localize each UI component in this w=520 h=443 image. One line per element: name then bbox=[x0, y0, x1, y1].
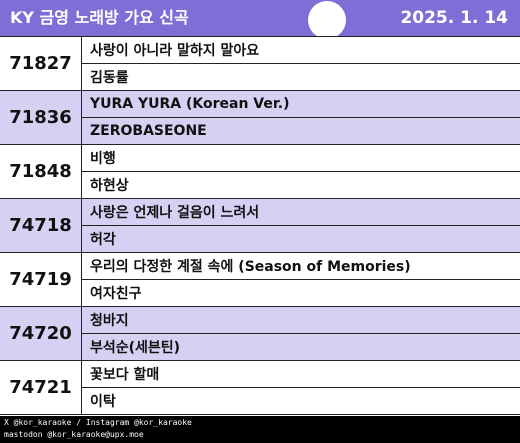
song-title: 사랑이 아니라 말하지 말아요 bbox=[82, 37, 520, 64]
song-entry: 71836 YURA YURA (Korean Ver.) ZEROBASEON… bbox=[0, 91, 520, 145]
song-artist: 하현상 bbox=[90, 178, 129, 194]
song-number: 74720 bbox=[0, 307, 82, 360]
song-title: 청바지 bbox=[82, 307, 520, 334]
song-number: 71836 bbox=[0, 91, 82, 144]
song-artist: 허각 bbox=[90, 232, 116, 248]
song-info: 사랑은 언제나 걸음이 느려서 허각 bbox=[82, 199, 520, 252]
song-entry: 74720 청바지 부석순(세븐틴) bbox=[0, 307, 520, 361]
song-number: 74718 bbox=[0, 199, 82, 252]
song-entry: 71827 사랑이 아니라 말하지 말아요 김동률 bbox=[0, 37, 520, 91]
song-info: YURA YURA (Korean Ver.) ZEROBASEONE bbox=[82, 91, 520, 144]
song-list: 71827 사랑이 아니라 말하지 말아요 김동률 71836 YURA YUR… bbox=[0, 36, 520, 416]
footer-credits: X @kor_karaoke / Instagram @kor_karaoke … bbox=[0, 416, 520, 443]
song-info: 비행 하현상 bbox=[82, 145, 520, 198]
mastodon-handle: mastodon @kor_karaoke@upx.moe bbox=[4, 430, 144, 439]
song-number: 71848 bbox=[0, 145, 82, 198]
song-info: 청바지 부석순(세븐틴) bbox=[82, 307, 520, 360]
release-date: 2025. 1. 14 bbox=[400, 8, 508, 28]
song-entry: 71848 비행 하현상 bbox=[0, 145, 520, 199]
song-number: 74719 bbox=[0, 253, 82, 306]
song-info: 꽃보다 할매 이탁 bbox=[82, 361, 520, 414]
song-artist: 여자친구 bbox=[90, 286, 142, 302]
header-bar: KY 금영 노래방 가요 신곡 2025. 1. 14 bbox=[0, 0, 520, 39]
song-artist: 김동률 bbox=[90, 70, 129, 86]
song-entry: 74721 꽃보다 할매 이탁 bbox=[0, 361, 520, 415]
song-title: YURA YURA (Korean Ver.) bbox=[82, 91, 520, 118]
circle-decoration bbox=[308, 1, 346, 39]
song-number: 74721 bbox=[0, 361, 82, 414]
song-title: 비행 bbox=[82, 145, 520, 172]
song-info: 우리의 다정한 계절 속에 (Season of Memories) 여자친구 bbox=[82, 253, 520, 306]
song-title: 사랑은 언제나 걸음이 느려서 bbox=[82, 199, 520, 226]
song-info: 사랑이 아니라 말하지 말아요 김동률 bbox=[82, 37, 520, 90]
song-artist: 부석순(세븐틴) bbox=[90, 340, 181, 356]
song-entry: 74719 우리의 다정한 계절 속에 (Season of Memories)… bbox=[0, 253, 520, 307]
social-handles: X @kor_karaoke / Instagram @kor_karaoke bbox=[4, 418, 192, 427]
song-number: 71827 bbox=[0, 37, 82, 90]
song-title: 꽃보다 할매 bbox=[82, 361, 520, 388]
song-artist: ZEROBASEONE bbox=[90, 123, 207, 139]
song-entry: 74718 사랑은 언제나 걸음이 느려서 허각 bbox=[0, 199, 520, 253]
page-title: KY 금영 노래방 가요 신곡 bbox=[10, 8, 189, 27]
song-title: 우리의 다정한 계절 속에 (Season of Memories) bbox=[82, 253, 520, 280]
song-artist: 이탁 bbox=[90, 394, 116, 410]
